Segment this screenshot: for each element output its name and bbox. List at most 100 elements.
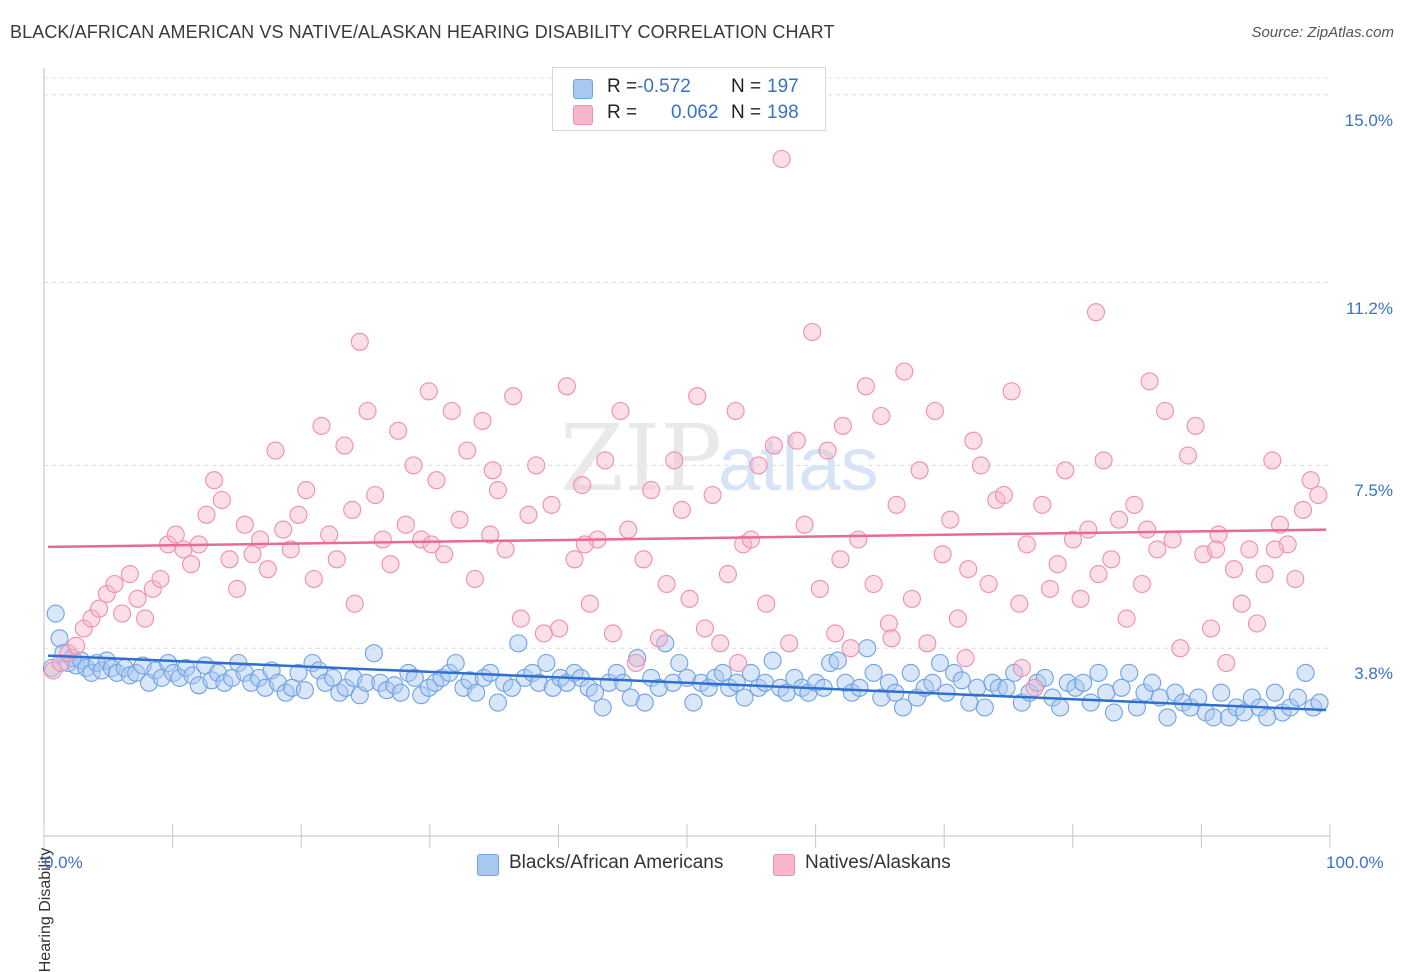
data-point bbox=[527, 456, 546, 475]
data-point bbox=[1074, 673, 1093, 692]
data-point bbox=[51, 653, 70, 673]
data-point bbox=[1071, 589, 1090, 608]
data-point bbox=[718, 565, 737, 584]
data-point bbox=[1012, 658, 1031, 678]
data-point bbox=[488, 481, 507, 500]
data-point bbox=[764, 436, 783, 455]
data-point bbox=[1286, 569, 1305, 589]
chart-title: BLACK/AFRICAN AMERICAN VS NATIVE/ALASKAN… bbox=[10, 22, 835, 42]
data-point bbox=[763, 651, 782, 670]
data-point bbox=[670, 653, 689, 673]
data-point bbox=[182, 555, 201, 574]
data-point bbox=[1143, 673, 1162, 692]
data-point bbox=[828, 651, 847, 670]
data-point bbox=[152, 668, 171, 687]
data-point bbox=[1138, 520, 1157, 539]
data-point bbox=[542, 495, 561, 514]
data-point bbox=[1265, 683, 1284, 702]
data-point bbox=[971, 456, 990, 475]
data-point bbox=[534, 624, 553, 643]
data-point bbox=[274, 520, 293, 539]
data-point bbox=[849, 530, 868, 549]
watermark-atlas: atlas bbox=[718, 422, 879, 507]
bottom-legend-label: Natives/Alaskans bbox=[805, 852, 951, 873]
data-point bbox=[596, 451, 615, 470]
data-point bbox=[345, 594, 364, 613]
legend-swatch-blue bbox=[573, 79, 593, 99]
data-point bbox=[810, 579, 829, 598]
data-point bbox=[50, 629, 69, 648]
data-point bbox=[695, 619, 714, 638]
data-point bbox=[818, 441, 837, 460]
data-point bbox=[941, 510, 960, 529]
data-point bbox=[1263, 451, 1282, 470]
data-point bbox=[593, 698, 612, 717]
data-point bbox=[373, 530, 392, 549]
data-point bbox=[580, 594, 599, 613]
data-point bbox=[918, 634, 937, 653]
bottom-legend-label: Blacks/African Americans bbox=[509, 852, 724, 873]
data-point bbox=[872, 688, 891, 707]
data-point bbox=[481, 525, 500, 544]
watermark-zip: ZIP bbox=[560, 405, 722, 512]
data-point bbox=[735, 688, 754, 707]
data-point bbox=[1171, 639, 1190, 658]
data-point bbox=[46, 604, 65, 623]
data-point bbox=[959, 560, 978, 579]
data-point bbox=[557, 377, 576, 396]
data-point bbox=[923, 673, 942, 692]
data-point bbox=[826, 624, 845, 643]
data-point bbox=[933, 545, 952, 564]
data-point bbox=[1255, 565, 1274, 584]
trend-line-natives bbox=[47, 528, 1327, 549]
data-point bbox=[1081, 693, 1100, 712]
y-tick-label: 7.5% bbox=[1354, 481, 1393, 501]
data-point bbox=[366, 485, 385, 505]
data-point bbox=[772, 149, 791, 169]
data-point bbox=[90, 599, 109, 618]
data-point bbox=[1117, 609, 1136, 628]
data-point bbox=[143, 579, 162, 598]
data-point bbox=[603, 624, 622, 643]
data-point bbox=[151, 569, 170, 589]
data-point bbox=[893, 698, 913, 717]
data-point bbox=[910, 461, 929, 480]
data-point bbox=[780, 634, 799, 653]
data-point bbox=[289, 505, 308, 524]
data-point bbox=[442, 401, 461, 421]
data-point bbox=[1301, 471, 1320, 490]
data-point bbox=[504, 387, 523, 406]
data-point bbox=[672, 500, 691, 519]
data-point bbox=[427, 471, 446, 490]
data-point bbox=[212, 490, 231, 510]
data-point bbox=[741, 663, 760, 682]
data-point bbox=[749, 456, 768, 475]
data-point bbox=[611, 401, 630, 421]
data-point bbox=[435, 545, 454, 564]
data-point bbox=[1125, 495, 1144, 514]
legend-r-value: 0.062 bbox=[671, 102, 719, 123]
data-point bbox=[1201, 619, 1221, 638]
data-point bbox=[197, 505, 216, 524]
data-point bbox=[858, 639, 877, 658]
data-point bbox=[1025, 678, 1044, 697]
data-point bbox=[1224, 560, 1244, 579]
data-point bbox=[128, 589, 147, 608]
data-point bbox=[642, 481, 661, 500]
data-point bbox=[1189, 688, 1208, 707]
data-point bbox=[1132, 574, 1152, 594]
data-point bbox=[1048, 555, 1067, 574]
data-point bbox=[713, 663, 732, 682]
data-point bbox=[1265, 540, 1284, 559]
data-point bbox=[945, 663, 964, 682]
data-point bbox=[1102, 550, 1121, 569]
data-point bbox=[312, 416, 331, 435]
y-tick-label: 15.0% bbox=[1344, 110, 1393, 130]
data-point bbox=[208, 663, 228, 682]
data-point bbox=[711, 634, 730, 653]
legend-n-value: 197 bbox=[767, 76, 799, 97]
data-point bbox=[381, 555, 400, 574]
data-point bbox=[389, 421, 408, 440]
series-natives bbox=[44, 149, 1328, 697]
data-point bbox=[755, 673, 775, 692]
